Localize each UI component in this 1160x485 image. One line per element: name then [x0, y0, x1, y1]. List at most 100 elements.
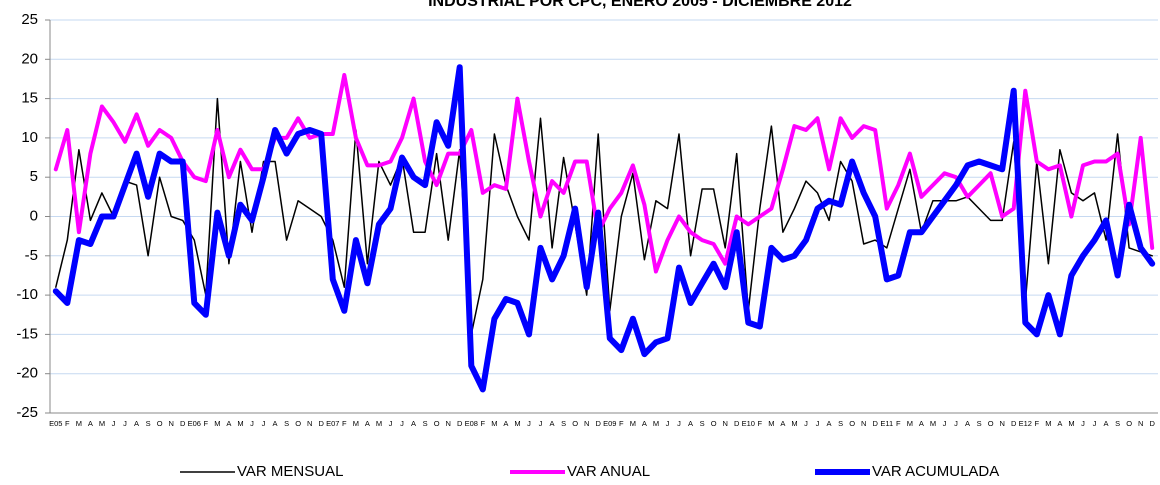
x-tick-label: E11 — [880, 419, 893, 428]
x-tick-label: A — [965, 419, 970, 428]
x-tick-label: A — [780, 419, 785, 428]
x-tick-label: O — [434, 419, 440, 428]
x-tick-label: J — [677, 419, 681, 428]
x-tick-label: F — [1035, 419, 1040, 428]
y-tick-label: 15 — [21, 90, 38, 107]
x-tick-label: O — [849, 419, 855, 428]
x-tick-label: M — [376, 419, 382, 428]
x-tick-label: N — [168, 419, 173, 428]
x-tick-label: M — [653, 419, 659, 428]
x-tick-label: A — [503, 419, 508, 428]
x-tick-label: O — [572, 419, 578, 428]
y-tick-label: 10 — [21, 129, 38, 146]
x-tick-label: A — [688, 419, 693, 428]
y-tick-label: -10 — [16, 286, 38, 303]
x-tick-label: S — [284, 419, 289, 428]
x-tick-label: A — [134, 419, 139, 428]
x-tick-label: O — [988, 419, 994, 428]
x-tick-label: S — [561, 419, 566, 428]
x-tick-label: M — [353, 419, 359, 428]
x-tick-label: J — [112, 419, 116, 428]
x-tick-label: O — [1126, 419, 1132, 428]
x-tick-label: M — [1045, 419, 1051, 428]
x-tick-label: A — [642, 419, 647, 428]
x-tick-label: M — [76, 419, 82, 428]
y-tick-label: 0 — [30, 207, 38, 224]
x-tick-label: J — [527, 419, 531, 428]
x-tick-label: M — [99, 419, 105, 428]
x-tick-label: N — [1138, 419, 1143, 428]
x-tick-label: D — [180, 419, 186, 428]
x-tick-label: S — [700, 419, 705, 428]
x-tick-label: A — [226, 419, 231, 428]
x-tick-label: E08 — [465, 419, 478, 428]
x-tick-label: J — [804, 419, 808, 428]
y-tick-label: 5 — [30, 168, 38, 185]
y-tick-label: -25 — [16, 404, 38, 421]
x-tick-label: A — [1057, 419, 1062, 428]
x-tick-label: S — [146, 419, 151, 428]
x-tick-label: A — [827, 419, 832, 428]
x-tick-label: S — [977, 419, 982, 428]
x-tick-label: E07 — [326, 419, 339, 428]
chart-title: INDUSTRIAL POR CPC, ENERO 2005 - DICIEMB… — [428, 0, 852, 10]
x-tick-label: E10 — [742, 419, 755, 428]
x-tick-label: J — [816, 419, 820, 428]
x-tick-label: N — [722, 419, 727, 428]
x-tick-label: F — [896, 419, 901, 428]
x-tick-label: M — [1068, 419, 1074, 428]
x-tick-label: O — [711, 419, 717, 428]
x-tick-label: J — [943, 419, 947, 428]
x-tick-label: J — [954, 419, 958, 428]
x-tick-label: M — [514, 419, 520, 428]
x-tick-label: D — [873, 419, 879, 428]
x-tick-label: S — [1115, 419, 1120, 428]
y-tick-label: -15 — [16, 325, 38, 342]
x-tick-label: J — [389, 419, 393, 428]
x-tick-label: J — [123, 419, 127, 428]
x-tick-label: F — [204, 419, 209, 428]
x-tick-label: J — [666, 419, 670, 428]
x-tick-label: N — [307, 419, 312, 428]
x-tick-label: E09 — [603, 419, 616, 428]
x-tick-label: D — [1150, 419, 1156, 428]
y-tick-label: 25 — [21, 11, 38, 28]
legend-label: VAR ACUMULADA — [872, 463, 999, 480]
x-tick-label: E06 — [188, 419, 201, 428]
x-tick-label: S — [423, 419, 428, 428]
x-tick-label: J — [1093, 419, 1097, 428]
x-tick-label: S — [838, 419, 843, 428]
series-line — [52, 64, 1156, 393]
x-tick-label: A — [273, 419, 278, 428]
x-tick-label: F — [342, 419, 347, 428]
x-tick-label: F — [481, 419, 486, 428]
x-tick-label: J — [250, 419, 254, 428]
series-line — [53, 73, 1155, 274]
y-tick-label: 20 — [21, 50, 38, 67]
x-tick-label: O — [295, 419, 301, 428]
x-tick-label: A — [550, 419, 555, 428]
x-tick-label: A — [365, 419, 370, 428]
x-tick-label: O — [157, 419, 163, 428]
y-tick-label: -20 — [16, 365, 38, 382]
x-tick-label: F — [619, 419, 624, 428]
x-tick-label: J — [539, 419, 543, 428]
x-tick-label: D — [1011, 419, 1017, 428]
x-tick-label: J — [262, 419, 266, 428]
x-tick-label: N — [445, 419, 450, 428]
x-tick-label: E12 — [1019, 419, 1032, 428]
x-tick-label: A — [411, 419, 416, 428]
x-tick-label: D — [734, 419, 740, 428]
x-tick-label: N — [999, 419, 1004, 428]
x-tick-label: A — [919, 419, 924, 428]
x-tick-label: D — [319, 419, 325, 428]
x-tick-label: M — [237, 419, 243, 428]
x-tick-label: M — [791, 419, 797, 428]
x-tick-label: D — [596, 419, 602, 428]
x-tick-label: F — [758, 419, 763, 428]
legend-label: VAR MENSUAL — [237, 463, 343, 480]
x-tick-label: D — [457, 419, 463, 428]
x-tick-label: M — [930, 419, 936, 428]
x-tick-label: J — [400, 419, 404, 428]
